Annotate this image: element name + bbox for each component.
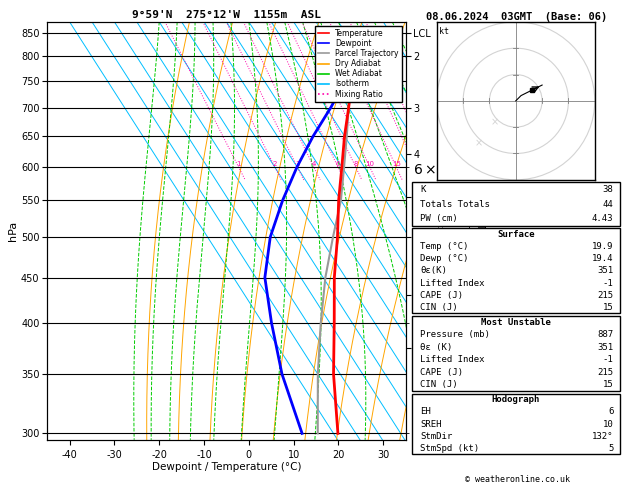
Text: Most Unstable: Most Unstable [481,318,551,327]
Text: 2: 2 [272,161,277,167]
Text: 6: 6 [608,407,613,417]
Text: 15: 15 [392,161,401,167]
Text: CAPE (J): CAPE (J) [420,368,464,377]
X-axis label: Dewpoint / Temperature (°C): Dewpoint / Temperature (°C) [152,462,301,472]
Text: 351: 351 [597,266,613,276]
Y-axis label: hPa: hPa [8,221,18,241]
Text: Dewp (°C): Dewp (°C) [420,254,469,263]
Text: 4.43: 4.43 [592,214,613,223]
Text: Temp (°C): Temp (°C) [420,242,469,251]
Title: 9°59'N  275°12'W  1155m  ASL: 9°59'N 275°12'W 1155m ASL [132,10,321,20]
Text: 215: 215 [597,291,613,300]
Text: 15: 15 [603,381,613,389]
Text: Surface: Surface [497,230,535,239]
Text: 215: 215 [597,368,613,377]
Text: 10: 10 [603,419,613,429]
Text: CIN (J): CIN (J) [420,381,458,389]
Text: PW (cm): PW (cm) [420,214,458,223]
Text: kt: kt [440,27,450,36]
Legend: Temperature, Dewpoint, Parcel Trajectory, Dry Adiabat, Wet Adiabat, Isotherm, Mi: Temperature, Dewpoint, Parcel Trajectory… [314,26,402,102]
Text: 44: 44 [603,200,613,208]
Text: Mixing Ratio (g/kg): Mixing Ratio (g/kg) [437,188,446,274]
Text: EH: EH [420,407,431,417]
Text: 132°: 132° [592,432,613,441]
Text: 10: 10 [365,161,374,167]
Text: 3: 3 [295,161,299,167]
Text: SREH: SREH [420,419,442,429]
Text: K: K [420,185,426,194]
Text: 351: 351 [597,343,613,352]
Text: 4: 4 [311,161,316,167]
Text: 5: 5 [608,444,613,453]
Text: 38: 38 [603,185,613,194]
Text: ×: × [491,117,499,127]
Text: Pressure (mb): Pressure (mb) [420,330,490,339]
Text: CIN (J): CIN (J) [420,303,458,312]
Text: 887: 887 [597,330,613,339]
Text: StmDir: StmDir [420,432,452,441]
Text: 1: 1 [237,161,241,167]
Text: 8: 8 [353,161,358,167]
Text: Totals Totals: Totals Totals [420,200,490,208]
Text: 6: 6 [336,161,340,167]
Text: Lifted Index: Lifted Index [420,278,485,288]
Text: 19.9: 19.9 [592,242,613,251]
Text: -1: -1 [603,278,613,288]
Text: θε (K): θε (K) [420,343,452,352]
Text: 19.4: 19.4 [592,254,613,263]
Text: 08.06.2024  03GMT  (Base: 06): 08.06.2024 03GMT (Base: 06) [426,12,608,22]
Text: 15: 15 [603,303,613,312]
Text: © weatheronline.co.uk: © weatheronline.co.uk [465,474,569,484]
Text: -1: -1 [603,355,613,364]
Text: Lifted Index: Lifted Index [420,355,485,364]
Y-axis label: km
ASL: km ASL [467,222,489,240]
Text: CAPE (J): CAPE (J) [420,291,464,300]
Text: Hodograph: Hodograph [492,395,540,404]
Text: ×: × [475,138,483,148]
Text: StmSpd (kt): StmSpd (kt) [420,444,479,453]
Text: θε(K): θε(K) [420,266,447,276]
